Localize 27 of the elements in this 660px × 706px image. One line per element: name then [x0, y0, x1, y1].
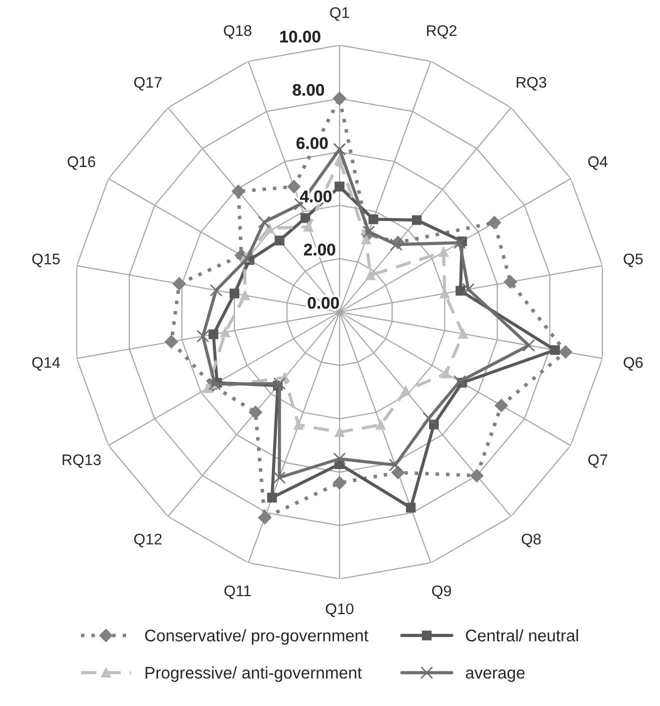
- spoke-label: Q15: [32, 254, 60, 268]
- spoke-label: Q16: [68, 156, 96, 170]
- spoke-label: Q8: [522, 534, 541, 548]
- legend-label: average: [466, 670, 525, 682]
- spoke-label: RQ3: [516, 76, 546, 91]
- legend-label: Progressive/ anti-government: [146, 666, 362, 682]
- spoke-label: Q10: [326, 603, 354, 618]
- spoke-label: Q11: [224, 585, 251, 600]
- spoke-label: RQ13: [62, 454, 101, 468]
- spoke-label: Q9: [432, 585, 451, 600]
- spoke-label: Q17: [134, 76, 162, 91]
- spoke-label: Q18: [224, 25, 252, 39]
- spoke-label: Q14: [32, 357, 60, 371]
- y-tick-label: 10.00: [280, 30, 320, 43]
- spoke-label: Q5: [624, 254, 643, 268]
- y-tick-label: 2.00: [304, 244, 336, 256]
- spoke-label: Q4: [588, 156, 608, 170]
- y-tick-label: 6.00: [296, 137, 328, 150]
- legend-label: Central/ neutral: [466, 629, 578, 642]
- y-tick-label: 8.00: [292, 84, 324, 96]
- y-tick-label: 0.00: [308, 296, 339, 309]
- legend-label: Conservative/ pro-government: [145, 629, 368, 645]
- spoke-label: RQ2: [427, 25, 456, 39]
- spoke-label: Q7: [588, 454, 608, 468]
- spoke-label: Q1: [330, 7, 350, 21]
- spoke-label: Q6: [624, 357, 643, 371]
- spoke-label: Q12: [134, 534, 162, 548]
